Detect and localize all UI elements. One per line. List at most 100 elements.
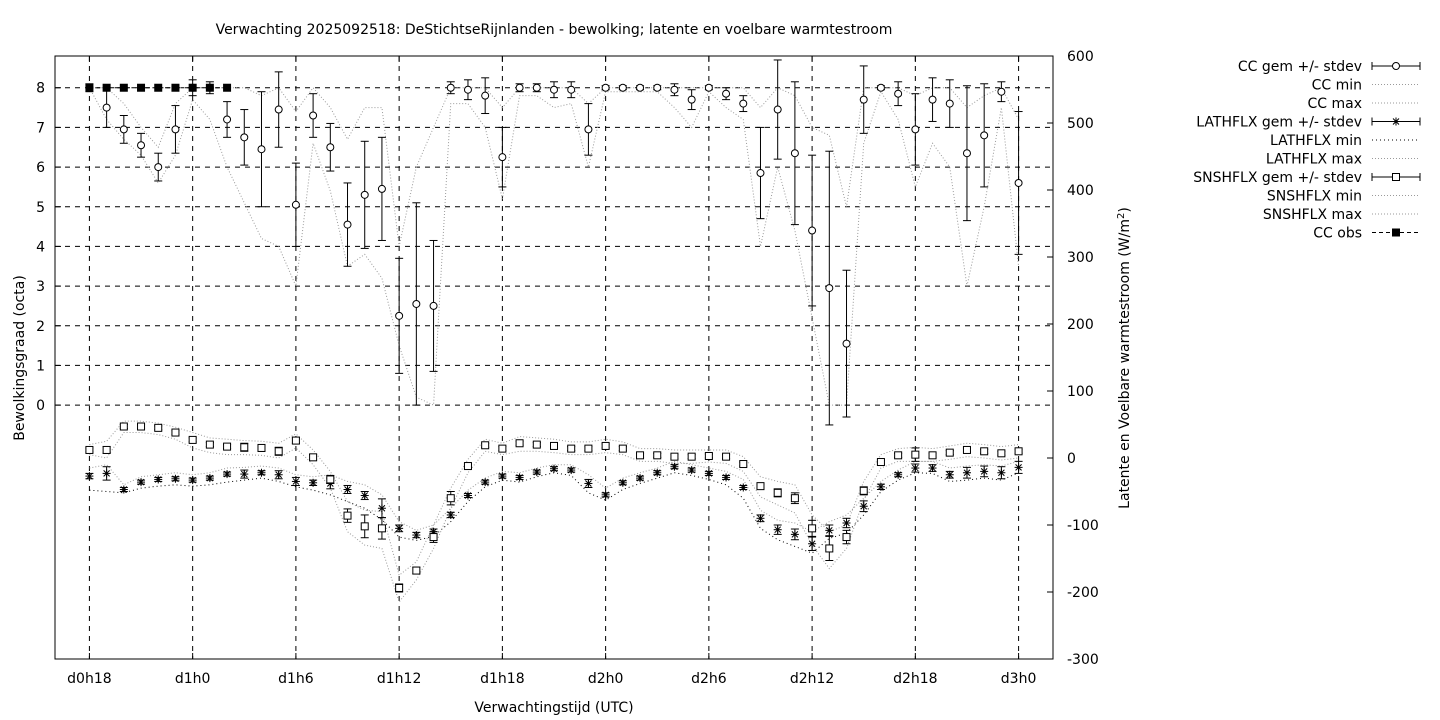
snshflx-mean-point (704, 451, 713, 460)
snshflx-mean-point (739, 460, 748, 469)
snshflx-mean-point (171, 428, 180, 437)
lathflx-mean-point (154, 475, 163, 484)
grid (55, 56, 1053, 659)
cc-mean-point (119, 125, 128, 134)
snshflx-mean-point (980, 447, 989, 456)
cc-obs-point (137, 83, 146, 92)
star-d2 (877, 483, 885, 491)
star-d2 (154, 476, 162, 483)
x-tick-label: d3h0 (1001, 671, 1037, 687)
snshflx-mean-point (636, 451, 645, 460)
lathflx-mean-point (653, 468, 662, 477)
star-d2 (378, 504, 386, 512)
lathflx-mean-point (790, 530, 799, 539)
snshflx-mean-point (291, 436, 300, 445)
y-tick-label: 3 (36, 279, 45, 295)
lathflx-mean-point (945, 470, 954, 479)
cc-mean-point (360, 190, 369, 199)
lathflx-mean-point (687, 466, 696, 475)
lathflx-mean-point (291, 477, 300, 486)
star-d2 (103, 470, 110, 477)
lathflx-mean-point (962, 468, 971, 477)
star-d2 (946, 471, 954, 479)
lathflx-mean-point (842, 518, 851, 527)
cc-obs-point (85, 83, 94, 92)
legend-label: SNSHFLX gem +/- stdev (1193, 170, 1362, 186)
star-d2 (1015, 464, 1022, 471)
snshflx-mean-point (326, 475, 335, 484)
snshflx-mean-point (532, 440, 541, 449)
star-d2 (774, 526, 782, 534)
plot-frame (54, 55, 1054, 660)
x-tick-label: d1h0 (175, 671, 211, 687)
cc-mean-point (894, 89, 903, 98)
cc-mean-point (756, 169, 765, 178)
snshflx-mean-point (412, 566, 421, 575)
star-d2 (361, 492, 369, 499)
lathflx-mean-point (171, 474, 180, 483)
snshflx-mean-point (1014, 447, 1023, 456)
y2-tick-label: 400 (1067, 183, 1094, 199)
cc-mean-point (911, 125, 920, 134)
lathflx-mean-point (1014, 463, 1023, 472)
snshflx-mean-point (773, 488, 782, 497)
cc-min-line (88, 87, 1020, 406)
cc-mean-point (1014, 178, 1023, 187)
cc-mean-point (636, 83, 645, 92)
y-tick-label: 7 (36, 120, 45, 136)
snshflx-mean-point (601, 441, 610, 450)
lathflx-mean-point (102, 469, 111, 478)
lathflx-mean-point (119, 485, 128, 494)
y2-axis-label-main: Latente en Voelbare warmtestroom (W/m (1117, 219, 1133, 509)
snshflx-mean-point (670, 452, 679, 461)
cc-mean-point (945, 99, 954, 108)
star-d2 (585, 480, 592, 487)
cc-mean-point (412, 299, 421, 308)
star-d2 (395, 524, 403, 532)
cc-mean-point (395, 311, 404, 320)
star-d2 (412, 531, 420, 539)
lathflx-mean-point (670, 462, 679, 471)
snshflx-mean-point (825, 544, 834, 553)
star-d2 (499, 472, 506, 480)
star-d2 (980, 468, 988, 475)
lathflx-mean-point (515, 473, 524, 482)
lathflx-mean-point (412, 531, 421, 540)
lathflx-mean-point (601, 490, 610, 499)
legend-label: CC min (1312, 78, 1362, 94)
y2-tick-label: 300 (1067, 250, 1094, 266)
star-d2 (998, 469, 1005, 477)
snshflx-mean-point (309, 453, 318, 462)
snshflx-mean-point (790, 494, 799, 503)
cc-mean-point (842, 339, 851, 348)
legend-label: CC gem +/- stdev (1238, 59, 1362, 75)
series-layer (85, 59, 1023, 604)
x-axis-label: Verwachtingstijd (UTC) (474, 700, 633, 716)
legend-label: SNSHFLX min (1267, 189, 1362, 205)
snshflx-mean-point (808, 524, 817, 533)
star-d2 (653, 469, 661, 477)
lathflx-mean-point (377, 504, 386, 513)
cc-mean-point (618, 83, 627, 92)
snshflx-mean-point (894, 451, 903, 460)
snshflx-mean-point (756, 482, 765, 491)
snshflx-mean-point (119, 422, 128, 431)
lathflx-mean-point (859, 502, 868, 511)
y-tick-label: 2 (36, 319, 45, 335)
star-d2 (843, 519, 850, 527)
x-tick-label: d2h0 (588, 671, 624, 687)
legend: CC gem +/- stdev CC min CC max LATHFLX gem … (1193, 59, 1421, 242)
star-d2 (911, 464, 919, 472)
star-d2 (344, 486, 351, 493)
snshflx-mean-point (377, 524, 386, 533)
y-tick-label: 6 (36, 160, 45, 176)
lathflx-mean-point (773, 525, 782, 534)
star-d2 (705, 470, 713, 477)
star-d2 (567, 466, 575, 474)
legend-label: CC max (1307, 96, 1362, 112)
lathflx-mean-point (997, 468, 1006, 477)
y2-axis-label-close: ) (1117, 207, 1133, 212)
cc-mean-point (670, 85, 679, 94)
lathflx-mean-point (360, 491, 369, 500)
